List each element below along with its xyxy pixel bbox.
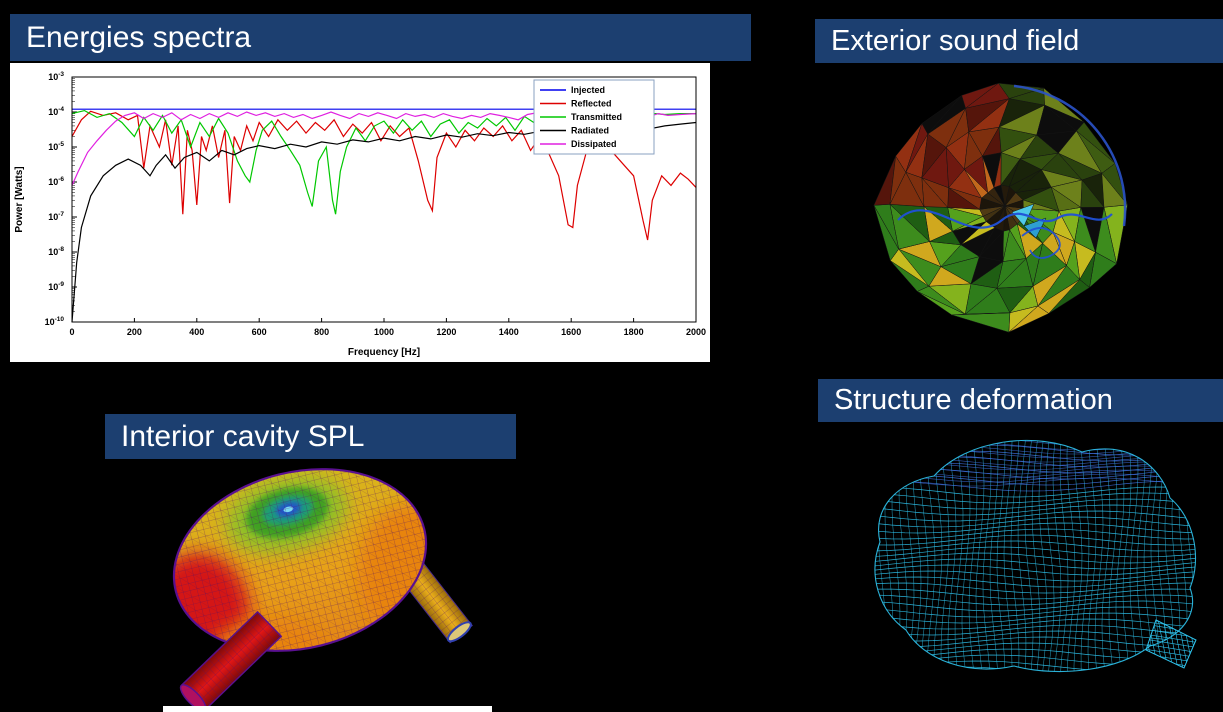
svg-text:Injected: Injected: [571, 85, 605, 95]
svg-text:Power [Watts]: Power [Watts]: [14, 166, 25, 232]
svg-text:10-4: 10-4: [48, 106, 64, 117]
energies-spectra-banner: Energies spectra: [10, 14, 751, 61]
svg-text:200: 200: [127, 327, 142, 337]
svg-text:10-8: 10-8: [48, 246, 64, 257]
svg-text:1200: 1200: [436, 327, 456, 337]
interior-cavity-spl-visualization: [154, 463, 473, 712]
structure-deformation-banner: Structure deformation: [818, 379, 1223, 422]
svg-text:Frequency [Hz]: Frequency [Hz]: [348, 347, 420, 358]
structure-deformation-visualization: [874, 439, 1197, 673]
svg-text:Radiated: Radiated: [571, 126, 609, 136]
svg-text:Dissipated: Dissipated: [571, 139, 617, 149]
energies-spectra-chart: 10-3 10-4 10-5 10-6 10-7 10-8 10-9 10-10 0 200 400…: [10, 63, 710, 362]
svg-text:10-7: 10-7: [48, 211, 64, 222]
power-spectra-plot: 10-3 10-4 10-5 10-6 10-7 10-8 10-9 10-10 0 200 400…: [10, 63, 710, 362]
svg-text:Reflected: Reflected: [571, 99, 612, 109]
exterior-sound-field-banner: Exterior sound field: [815, 19, 1223, 63]
svg-text:Transmitted: Transmitted: [571, 112, 622, 122]
svg-text:10-10: 10-10: [45, 316, 65, 327]
svg-text:1400: 1400: [499, 327, 519, 337]
panel-title-interior: Interior cavity SPL: [121, 419, 365, 453]
svg-text:10-3: 10-3: [48, 71, 64, 82]
svg-text:800: 800: [314, 327, 329, 337]
svg-text:400: 400: [189, 327, 204, 337]
svg-text:2000: 2000: [686, 327, 706, 337]
interior-cavity-spl-banner: Interior cavity SPL: [105, 414, 516, 459]
svg-text:1600: 1600: [561, 327, 581, 337]
cropped-panel-edge: [163, 706, 492, 712]
svg-text:600: 600: [252, 327, 267, 337]
panel-title-energies: Energies spectra: [26, 20, 252, 54]
exterior-sound-field-visualization: [873, 82, 1128, 333]
svg-text:1000: 1000: [374, 327, 394, 337]
panel-title-exterior: Exterior sound field: [831, 24, 1080, 57]
svg-text:10-5: 10-5: [48, 141, 64, 152]
svg-text:10-6: 10-6: [48, 176, 64, 187]
panel-title-structure: Structure deformation: [834, 384, 1113, 416]
svg-text:0: 0: [69, 327, 74, 337]
svg-text:1800: 1800: [624, 327, 644, 337]
svg-text:10-9: 10-9: [48, 281, 64, 292]
